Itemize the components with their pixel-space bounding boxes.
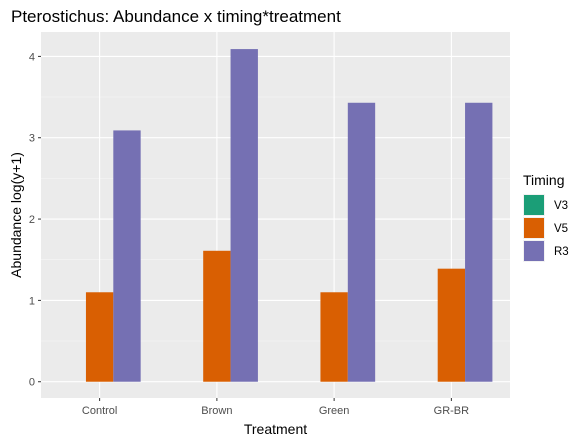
bar-r3-gr-br: [465, 102, 493, 382]
legend-swatch-r3: [524, 241, 544, 261]
y-tick-label: 2: [29, 214, 35, 226]
bar-r3-green: [347, 102, 376, 382]
y-tick-label: 3: [29, 133, 35, 145]
bar-r3-control: [113, 130, 141, 382]
y-tick-label: 1: [29, 295, 35, 307]
x-tick-label: GR-BR: [434, 405, 470, 417]
chart-title: Pterostichus: Abundance x timing*treatme…: [11, 7, 341, 26]
x-axis: Control Brown Green GR-BR: [82, 398, 469, 417]
x-tick-label: Control: [82, 405, 117, 417]
legend: Timing V3 V5 R3: [523, 172, 569, 262]
legend-swatch-v5: [524, 218, 544, 238]
bar-v5-control: [85, 292, 114, 382]
bar-r3-brown: [230, 49, 258, 382]
x-tick-label: Green: [319, 405, 350, 417]
legend-label-r3: R3: [554, 246, 569, 258]
x-axis-title: Treatment: [244, 421, 307, 437]
y-tick-label: 0: [29, 377, 35, 389]
x-tick-label: Brown: [201, 405, 232, 417]
bar-v5-gr-br: [437, 268, 466, 382]
legend-swatch-v3: [524, 195, 544, 215]
legend-label-v5: V5: [554, 223, 568, 235]
legend-label-v3: V3: [554, 200, 568, 212]
y-tick-label: 4: [29, 51, 35, 63]
bars: [85, 49, 493, 382]
bar-v5-green: [320, 292, 348, 382]
legend-title: Timing: [523, 172, 565, 188]
bar-v5-brown: [203, 250, 231, 382]
y-axis-title: Abundance log(y+1): [8, 152, 24, 278]
y-axis: 0 1 2 3 4: [29, 51, 41, 389]
